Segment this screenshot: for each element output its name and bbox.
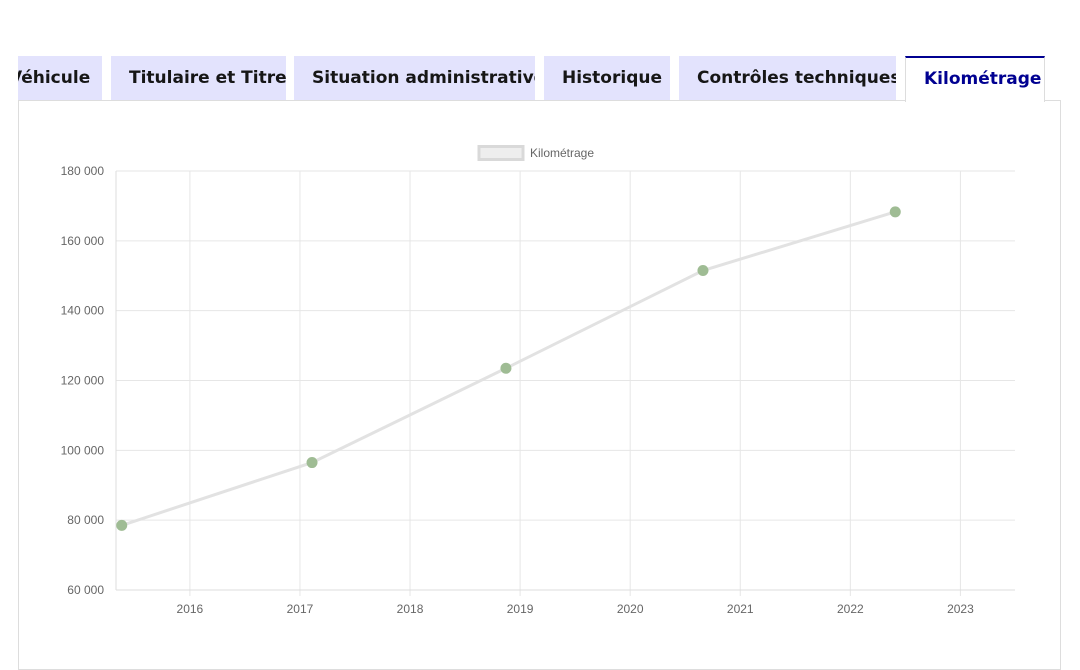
data-point [116,519,128,531]
kilometrage-panel: 60 000 80 000 100 000 120 000 140 000 160 000… [18,100,1061,670]
tab-controles-techniques[interactable]: Contrôles techniques [679,56,896,100]
tab-vehicule[interactable]: Véhicule [18,56,102,100]
x-tick-label: 2017 [287,602,314,616]
legend-swatch [477,145,525,161]
y-tick-label: 100 000 [61,443,105,457]
mileage-line-chart: 60 000 80 000 100 000 120 000 140 000 160 000… [61,145,1015,616]
x-tick-label: 2022 [837,602,864,616]
x-tick-label: 2023 [947,602,974,616]
tab-titulaire-et-titre[interactable]: Titulaire et Titre [111,56,286,100]
y-tick-label: 120 000 [61,374,105,388]
data-point [500,362,512,374]
tab-kilometrage[interactable]: Kilométrage [905,56,1045,102]
data-point [697,265,709,277]
y-tick-label: 160 000 [61,234,105,248]
y-tick-label: 60 000 [67,583,104,597]
x-tick-label: 2019 [507,602,534,616]
tab-label: Historique [562,68,662,88]
y-tick-label: 180 000 [61,164,105,178]
tab-label: Titulaire et Titre [129,68,286,88]
tab-label: Véhicule [18,68,91,88]
tab-list: Véhicule Titulaire et Titre Situation ad… [0,56,1080,102]
x-tick-label: 2016 [177,602,204,616]
x-tick-label: 2018 [397,602,424,616]
tab-situation-administrative[interactable]: Situation administrative [294,56,535,100]
y-tick-label: 80 000 [67,513,104,527]
x-tick-label: 2020 [617,602,644,616]
data-point [889,206,901,218]
legend-label: Kilométrage [530,146,594,160]
tab-historique[interactable]: Historique [544,56,670,100]
x-tick-label: 2021 [727,602,754,616]
tab-label: Kilométrage [924,69,1042,89]
tab-label: Contrôles techniques [697,68,896,88]
data-point [306,457,318,469]
tab-label: Situation administrative [312,68,535,88]
y-tick-label: 140 000 [61,304,105,318]
